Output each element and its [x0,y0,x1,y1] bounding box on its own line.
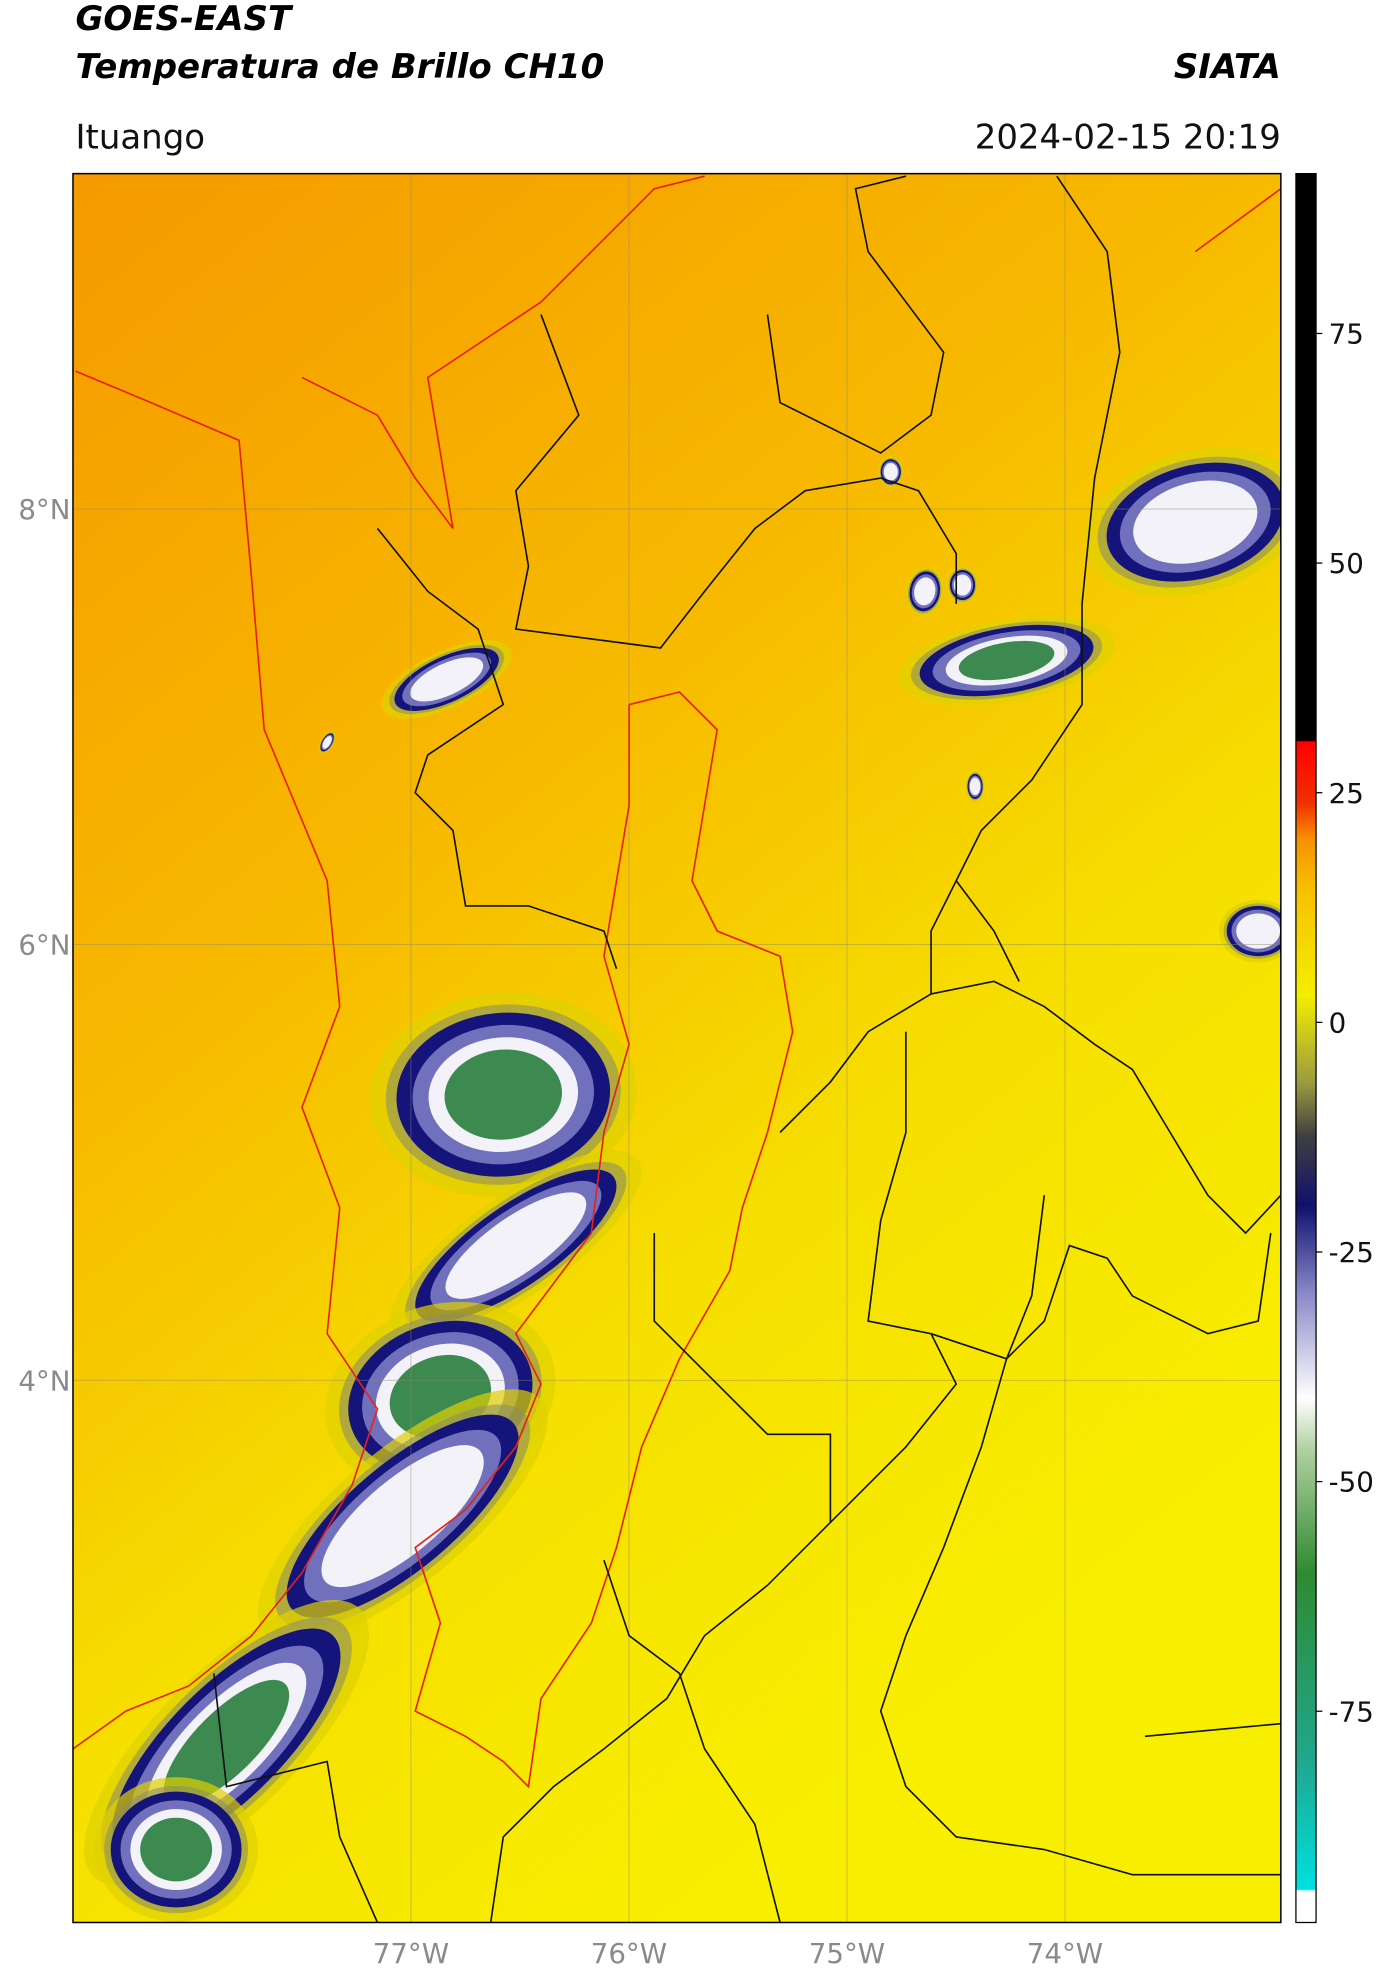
cloud [883,463,898,481]
cloud [321,1445,484,1588]
lat-tick-label: 8°N [18,493,70,526]
colorbar-tick-label: 50 [1329,547,1364,580]
cloud [444,1049,563,1140]
lat-tick-label: 4°N [18,1364,70,1397]
colorbar [1295,172,1317,1924]
graticule [72,173,1281,1923]
product-title: Temperatura de Brillo CH10 [75,47,604,87]
cloud [322,735,332,749]
colorbar-tick-label: 75 [1329,318,1364,351]
colorbar-tick-label: -25 [1329,1236,1374,1269]
cloud [1236,913,1281,949]
cloud [953,574,972,596]
map-image [72,173,1281,1923]
cloud [410,657,484,702]
colorbar-tick-label: -75 [1329,1695,1374,1728]
cloud [969,777,981,796]
colorbar-tick-label: 0 [1329,1006,1347,1039]
cloud [163,1679,290,1806]
map-frame [72,172,1282,1924]
lon-tick-label: 77°W [373,1937,449,1970]
datetime: 2024-02-15 20:19 [975,117,1281,157]
cloud [958,640,1055,681]
cloud [1133,480,1258,564]
cloud [140,1817,213,1882]
colorbar-tick-label: -50 [1329,1466,1374,1499]
borders [72,175,1281,1923]
cloud [914,577,936,606]
lat-tick-label: 6°N [18,929,70,962]
axes-labels: 8°N 6°N 4°N 77°W 76°W 75°W 74°W 75 50 25 0 -25 -50 -7… [18,318,1373,1970]
lon-tick-label: 74°W [1027,1937,1103,1970]
cloud [445,1192,587,1299]
agency: SIATA [1174,47,1281,87]
cloud-tops [83,447,1281,1922]
region: Ituango [75,117,205,157]
satellite-title: GOES-EAST [75,0,293,39]
lon-tick-label: 76°W [591,1937,667,1970]
colorbar-tick-label: 25 [1329,777,1364,810]
lon-tick-label: 75°W [809,1937,885,1970]
